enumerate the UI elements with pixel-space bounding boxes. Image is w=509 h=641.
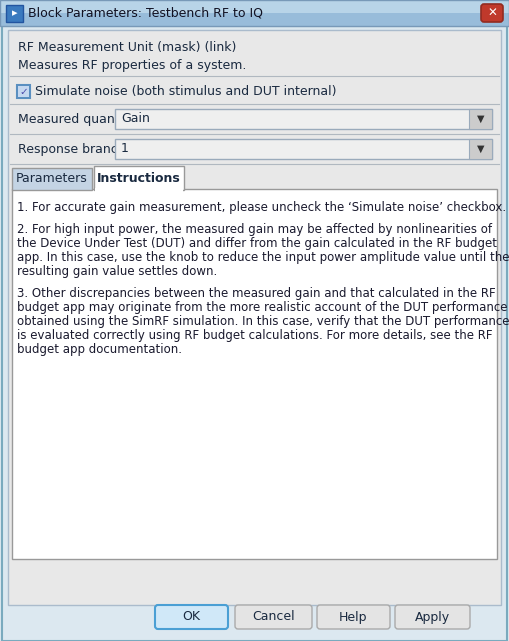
Bar [0,0,509,13]
Bar [469,139,492,159]
Text: Instructions: Instructions [97,172,181,185]
Bar [469,109,492,129]
Text: Response branch:: Response branch: [18,142,130,156]
Bar [6,5,23,22]
Text: Gain: Gain [121,113,150,126]
Text: OK: OK [183,610,201,624]
FancyBboxPatch shape [235,605,312,629]
Text: Parameters: Parameters [16,172,88,185]
Bar [94,166,184,190]
Text: 2. For high input power, the measured gain may be affected by nonlinearities of: 2. For high input power, the measured ga… [17,223,492,236]
Bar [95,188,183,192]
Text: budget app documentation.: budget app documentation. [17,343,182,356]
Text: ✕: ✕ [487,6,497,19]
Text: Measures RF properties of a system.: Measures RF properties of a system. [18,58,246,72]
Text: Cancel: Cancel [252,610,295,624]
Bar [115,109,492,129]
FancyBboxPatch shape [481,4,503,22]
Text: Measured quantity:: Measured quantity: [18,113,139,126]
Bar [95,189,183,192]
FancyBboxPatch shape [317,605,390,629]
Text: 3. Other discrepancies between the measured gain and that calculated in the RF: 3. Other discrepancies between the measu… [17,287,496,300]
Text: ▼: ▼ [477,144,484,154]
Bar [0,0,509,26]
Bar [12,189,497,559]
FancyBboxPatch shape [155,605,228,629]
Bar [12,168,92,190]
Bar [115,139,492,159]
Bar [8,30,501,605]
Text: the Device Under Test (DUT) and differ from the gain calculated in the RF budget: the Device Under Test (DUT) and differ f… [17,237,497,250]
Bar [17,85,30,98]
Text: is evaluated correctly using RF budget calculations. For more details, see the R: is evaluated correctly using RF budget c… [17,329,493,342]
Text: app. In this case, use the knob to reduce the input power amplitude value until : app. In this case, use the knob to reduc… [17,251,509,264]
Text: ▼: ▼ [477,114,484,124]
Text: Apply: Apply [415,610,450,624]
Text: budget app may originate from the more realistic account of the DUT performance: budget app may originate from the more r… [17,301,507,314]
Text: Simulate noise (both stimulus and DUT internal): Simulate noise (both stimulus and DUT in… [35,85,336,99]
Text: RF Measurement Unit (mask) (link): RF Measurement Unit (mask) (link) [18,40,236,53]
Text: resulting gain value settles down.: resulting gain value settles down. [17,265,217,278]
Text: ▸: ▸ [12,8,17,19]
Text: Block Parameters: Testbench RF to IQ: Block Parameters: Testbench RF to IQ [28,6,263,19]
Text: 1: 1 [121,142,129,156]
Text: 1. For accurate gain measurement, please uncheck the ‘Simulate noise’ checkbox.: 1. For accurate gain measurement, please… [17,201,506,214]
Text: obtained using the SimRF simulation. In this case, verify that the DUT performan: obtained using the SimRF simulation. In … [17,315,509,328]
Bar [0,0,509,26]
Bar [18,86,29,97]
Text: Help: Help [340,610,367,624]
FancyBboxPatch shape [395,605,470,629]
Text: ✓: ✓ [19,87,28,97]
